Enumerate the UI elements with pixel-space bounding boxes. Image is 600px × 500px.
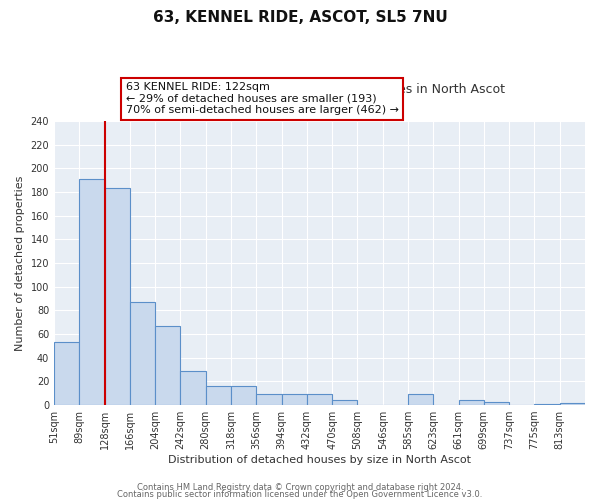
Text: 63, KENNEL RIDE, ASCOT, SL5 7NU: 63, KENNEL RIDE, ASCOT, SL5 7NU — [152, 10, 448, 25]
Bar — [130, 302, 155, 405]
Bar — [206, 386, 231, 405]
X-axis label: Distribution of detached houses by size in North Ascot: Distribution of detached houses by size … — [168, 455, 471, 465]
Bar — [408, 394, 433, 405]
Text: 63 KENNEL RIDE: 122sqm
← 29% of detached houses are smaller (193)
70% of semi-de: 63 KENNEL RIDE: 122sqm ← 29% of detached… — [126, 82, 399, 115]
Bar — [155, 326, 181, 405]
Bar — [281, 394, 307, 405]
Bar — [256, 394, 281, 405]
Title: Size of property relative to detached houses in North Ascot: Size of property relative to detached ho… — [134, 83, 505, 96]
Bar — [560, 402, 585, 405]
Text: Contains public sector information licensed under the Open Government Licence v3: Contains public sector information licen… — [118, 490, 482, 499]
Bar — [484, 402, 509, 405]
Bar — [181, 370, 206, 405]
Bar — [458, 400, 484, 405]
Y-axis label: Number of detached properties: Number of detached properties — [15, 176, 25, 350]
Bar — [79, 179, 104, 405]
Bar — [231, 386, 256, 405]
Bar — [332, 400, 358, 405]
Bar — [535, 404, 560, 405]
Bar — [104, 188, 130, 405]
Bar — [307, 394, 332, 405]
Bar — [54, 342, 79, 405]
Text: Contains HM Land Registry data © Crown copyright and database right 2024.: Contains HM Land Registry data © Crown c… — [137, 484, 463, 492]
